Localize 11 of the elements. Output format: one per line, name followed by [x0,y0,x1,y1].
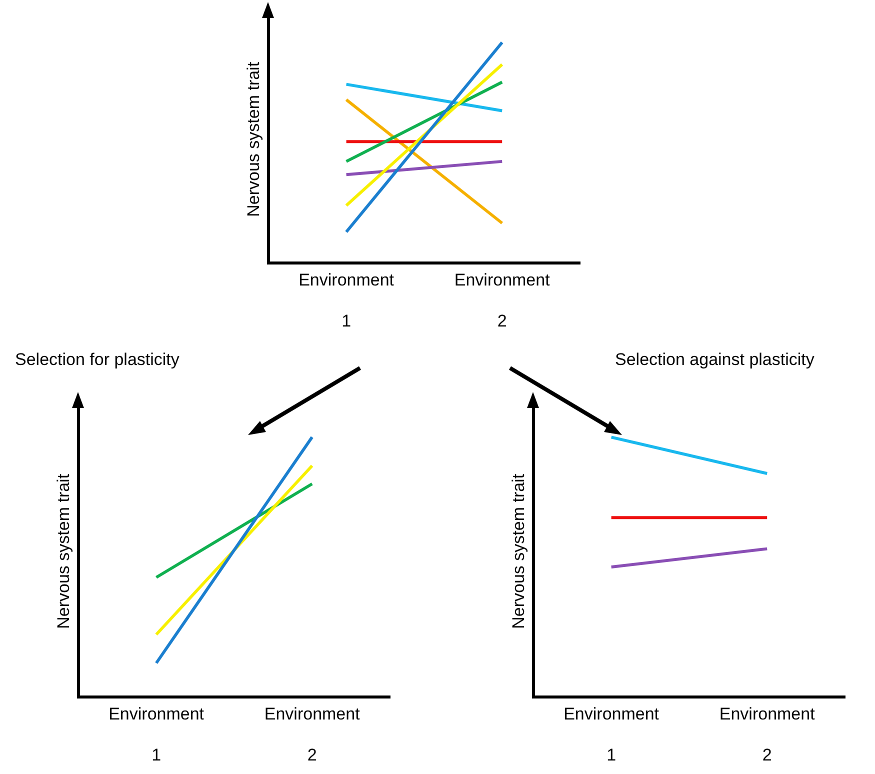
category-label: Environment 1 [108,704,204,764]
chart-title: Selection for plasticity [15,350,180,370]
category-label: Environment 2 [454,270,550,330]
category-label: Environment 2 [719,704,815,764]
y-axis-title: Nervous system trait [244,62,263,217]
category-label: Environment 2 [264,704,360,764]
y-axis-title: Nervous system trait [508,474,528,629]
chart-title: Selection against plasticity [615,350,814,370]
category-label: Environment 1 [298,270,394,330]
y-axis-title: Nervous system trait [54,474,73,629]
category-label: Environment 1 [564,704,660,764]
